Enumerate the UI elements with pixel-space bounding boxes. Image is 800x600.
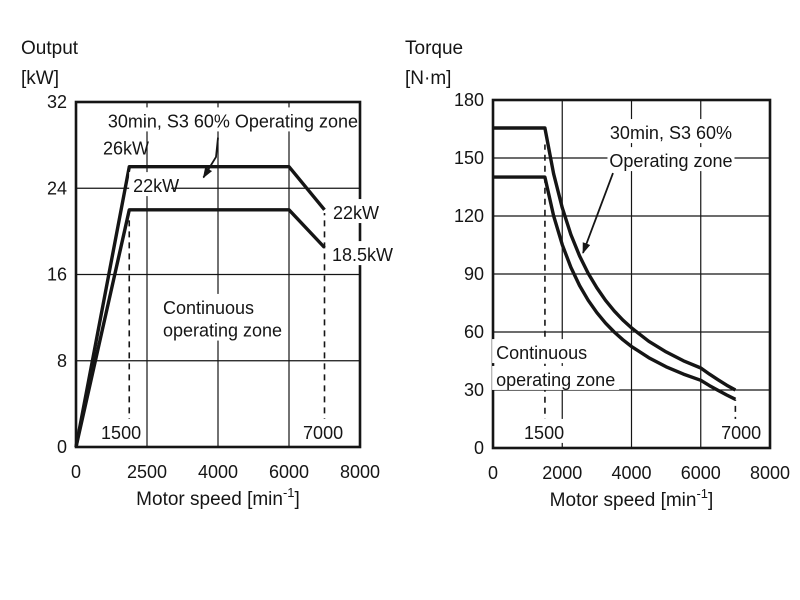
y-tick-label: 30 (464, 380, 484, 400)
x-tick-label: 0 (488, 463, 498, 483)
annotation-background (327, 241, 387, 266)
y-tick-label: 24 (47, 178, 67, 198)
annotation-s3-zone-line1: 30min, S3 60% (610, 123, 732, 143)
annotation-background (98, 134, 141, 159)
annotation-speed-1500-label: 1500 (101, 423, 141, 443)
x-tick-label: 6000 (269, 462, 309, 482)
annotation-continuous-zone-line2: operating zone (496, 370, 615, 390)
x-axis-title: Motor speed [min-1] (550, 486, 714, 511)
y-tick-label: 0 (474, 438, 484, 458)
curve-continuous-operating (493, 175, 737, 401)
y-tick-label: 32 (47, 92, 67, 112)
annotation-rated-26kw-label: 26kW (103, 138, 149, 158)
y-tick-label: 180 (454, 90, 484, 110)
annotation-speed-7000-label: 7000 (721, 423, 761, 443)
annotation-speed-1500-label: 1500 (524, 423, 564, 443)
y-tick-label: 150 (454, 148, 484, 168)
annotation-arrow (582, 172, 614, 254)
x-tick-label: 2000 (542, 463, 582, 483)
y-tick-label: 16 (47, 265, 67, 285)
annotation-background (720, 418, 763, 443)
y-axis-title-line2: [N·m] (405, 68, 451, 89)
annotation-continuous-zone-line1: Continuous (496, 343, 587, 363)
output-chart: 30min, S3 60% Operating zone 26kW 22kW 22kW… (21, 38, 393, 510)
annotation-arrow (202, 137, 219, 179)
annotation-background (329, 199, 372, 224)
x-tick-label: 4000 (198, 462, 238, 482)
x-tick-label: 8000 (750, 463, 790, 483)
annotation-background (100, 418, 143, 443)
x-tick-label: 0 (71, 462, 81, 482)
annotation-background (492, 365, 620, 390)
y-axis-title-line2: [kW] (21, 68, 59, 89)
y-tick-label: 60 (464, 322, 484, 342)
y-axis-title-line1: Output (21, 38, 79, 59)
annotation-background (523, 418, 566, 443)
curve-continuous-operating (74, 208, 326, 448)
x-axis-title: Motor speed [min-1] (136, 485, 300, 510)
annotation-background (158, 293, 252, 318)
annotation-background (492, 339, 586, 364)
x-tick-label: 4000 (611, 463, 651, 483)
annotation-s3-zone-line2: Operating zone (609, 151, 732, 171)
y-tick-label: 120 (454, 206, 484, 226)
annotation-continuous-zone-line2: operating zone (163, 321, 282, 341)
annotation-continuous-zone-line1: Continuous (163, 298, 254, 318)
annotation-background (158, 316, 286, 341)
annotation-s3-zone-label: 30min, S3 60% Operating zone (108, 111, 358, 131)
annotation-end-22kw-label: 22kW (333, 203, 379, 223)
y-tick-label: 0 (57, 437, 67, 457)
y-tick-label: 8 (57, 351, 67, 371)
annotation-background (611, 119, 731, 144)
annotation-background (302, 418, 345, 443)
y-tick-label: 90 (464, 264, 484, 284)
y-axis-title-line1: Torque (405, 38, 463, 59)
torque-chart: 30min, S3 60% Operating zone Continuous ope… (405, 38, 790, 511)
x-tick-label: 2500 (127, 462, 167, 482)
annotation-background (607, 147, 735, 172)
plot-border (74, 100, 362, 449)
annotation-background (109, 107, 356, 132)
curve-s3-60-operating (493, 126, 737, 392)
plot-border (491, 98, 772, 450)
x-tick-label: 8000 (340, 462, 380, 482)
annotation-background (129, 172, 172, 197)
annotation-end-18-5kw-label: 18.5kW (332, 245, 393, 265)
annotation-rated-22kw-label: 22kW (133, 176, 179, 196)
x-tick-label: 6000 (681, 463, 721, 483)
annotation-speed-7000-label: 7000 (303, 423, 343, 443)
